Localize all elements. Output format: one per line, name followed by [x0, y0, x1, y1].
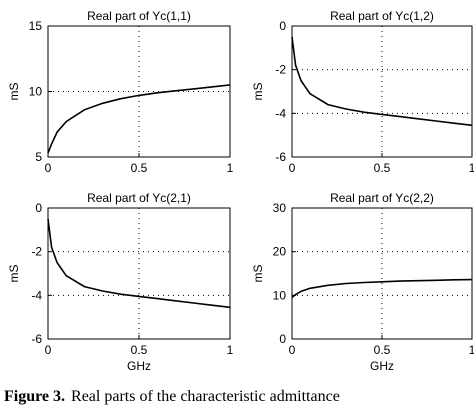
- panel-3-xtick-label-1: 0.5: [131, 343, 148, 357]
- panel-1-ytick-label-1: 10: [29, 85, 43, 99]
- panel-4-ytick-label-0: 0: [279, 332, 286, 346]
- panel-2-frame: [291, 25, 473, 158]
- panel-1-ylabel: mS: [7, 83, 21, 101]
- panel-3-ytick-label-3: 0: [35, 201, 42, 215]
- panel-4-xtick-label-0: 0: [289, 343, 296, 357]
- panel-4-ytick-label-1: 10: [273, 288, 287, 302]
- panel-2-title: Real part of Yc(1,2): [330, 9, 434, 23]
- panel-3-frame: [47, 207, 231, 340]
- panel-4-title: Real part of Yc(2,2): [330, 191, 434, 205]
- panel-4-ytick-label-3: 30: [273, 201, 287, 215]
- panel-2-xtick-label-0: 0: [289, 161, 296, 175]
- panel-4-xlabel: GHz: [370, 359, 394, 373]
- panel-2-ytick-label-0: -6: [275, 150, 286, 164]
- panel-4-ytick-label-2: 20: [273, 245, 287, 259]
- panel-2-ytick-label-3: 0: [279, 19, 286, 33]
- panel-2-ytick-label-2: -2: [275, 63, 286, 77]
- panel-3-title: Real part of Yc(2,1): [87, 191, 191, 205]
- panel-3-ytick-label-2: -2: [31, 245, 42, 259]
- panel-1-title: Real part of Yc(1,1): [87, 9, 191, 23]
- panel-4-series-line: [291, 278, 473, 299]
- panel-4-xtick-label-1: 0.5: [374, 343, 391, 357]
- panel-4-frame: [291, 207, 473, 340]
- panel-1-series-line: [47, 84, 231, 154]
- panel-4-ylabel: mS: [251, 265, 265, 283]
- caption-text: Real parts of the characteristic admitta…: [71, 388, 340, 405]
- panel-3-xtick-label-0: 0: [45, 343, 52, 357]
- caption-label: Figure 3.: [4, 388, 66, 405]
- figure-caption: Figure 3. Real parts of the characteristi…: [4, 388, 474, 406]
- panel-3-ytick-label-0: -6: [31, 332, 42, 346]
- panel-3-ylabel: mS: [7, 265, 21, 283]
- panel-2-ytick-label-1: -4: [275, 106, 286, 120]
- panel-2-ylabel: mS: [251, 83, 265, 101]
- panel-1-xtick-label-2: 1: [227, 161, 234, 175]
- panel-1-xtick-label-0: 0: [45, 161, 52, 175]
- panel-2-xtick-label-2: 1: [469, 161, 474, 175]
- panel-4-xtick-label-2: 1: [469, 343, 474, 357]
- panel-3-xtick-label-2: 1: [227, 343, 234, 357]
- panel-3-ytick-label-1: -4: [31, 288, 42, 302]
- panel-1-ytick-label-2: 15: [29, 19, 43, 33]
- panel-2-series-line: [291, 36, 473, 127]
- panel-2-xtick-label-1: 0.5: [374, 161, 391, 175]
- panel-3-series-line: [47, 218, 231, 309]
- panel-1-ytick-label-0: 5: [35, 150, 42, 164]
- panel-3-xlabel: GHz: [127, 359, 151, 373]
- panel-1-xtick-label-1: 0.5: [131, 161, 148, 175]
- panel-1-frame: [47, 25, 231, 158]
